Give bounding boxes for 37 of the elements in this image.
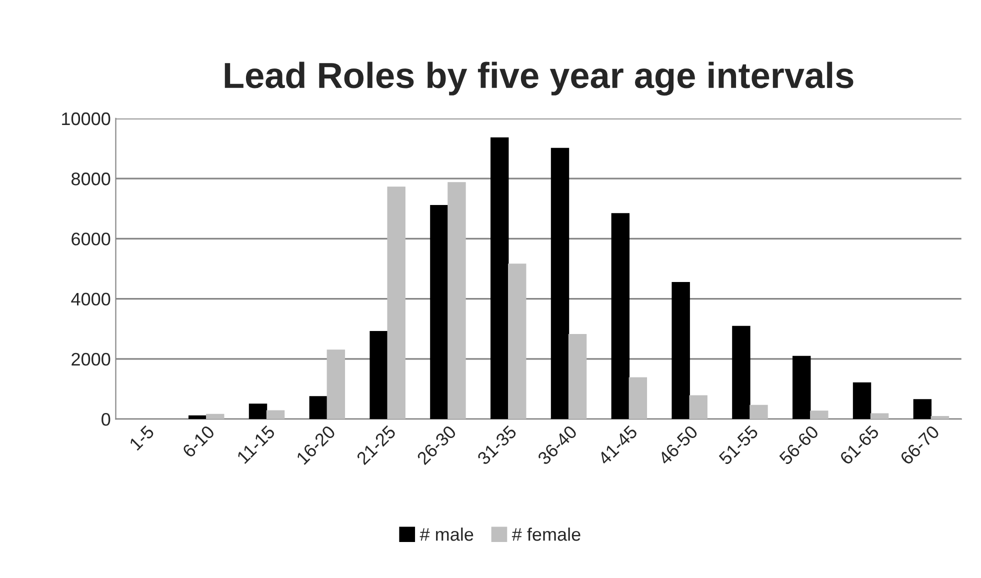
bar <box>266 410 285 420</box>
y-tick-label: 8000 <box>72 172 110 186</box>
chart-title: Lead Roles by five year age intervals <box>224 62 854 96</box>
bar <box>750 404 768 420</box>
bar <box>870 413 889 420</box>
bar <box>370 330 388 420</box>
bar <box>792 356 811 420</box>
bar <box>508 264 526 420</box>
bar <box>611 213 630 420</box>
bar <box>810 410 828 420</box>
y-tick-label: 4000 <box>71 292 110 306</box>
bar <box>732 326 750 420</box>
legend-label: # female <box>512 528 580 541</box>
bar <box>550 148 570 420</box>
x-tick-label: 6-10 <box>182 424 216 458</box>
y-tick-label: 10000 <box>62 112 110 126</box>
y-tick-label: 2000 <box>72 352 110 366</box>
bar <box>672 282 690 420</box>
y-tick-label: 6000 <box>72 232 110 246</box>
y-tick-label: 0 <box>102 412 110 426</box>
bar <box>852 382 872 420</box>
bar <box>387 186 406 420</box>
bar <box>248 404 268 420</box>
bar <box>568 334 587 420</box>
bar <box>930 416 950 420</box>
bar <box>448 182 466 420</box>
bar <box>490 137 509 420</box>
bar <box>913 399 932 420</box>
bar <box>689 395 708 420</box>
bar <box>326 350 346 420</box>
bar <box>188 415 207 420</box>
bar <box>430 205 448 420</box>
bar <box>206 414 224 420</box>
bar <box>309 396 328 420</box>
legend-label: # male <box>420 528 474 541</box>
x-tick-label: 1-5 <box>128 424 155 451</box>
bar <box>628 377 648 420</box>
